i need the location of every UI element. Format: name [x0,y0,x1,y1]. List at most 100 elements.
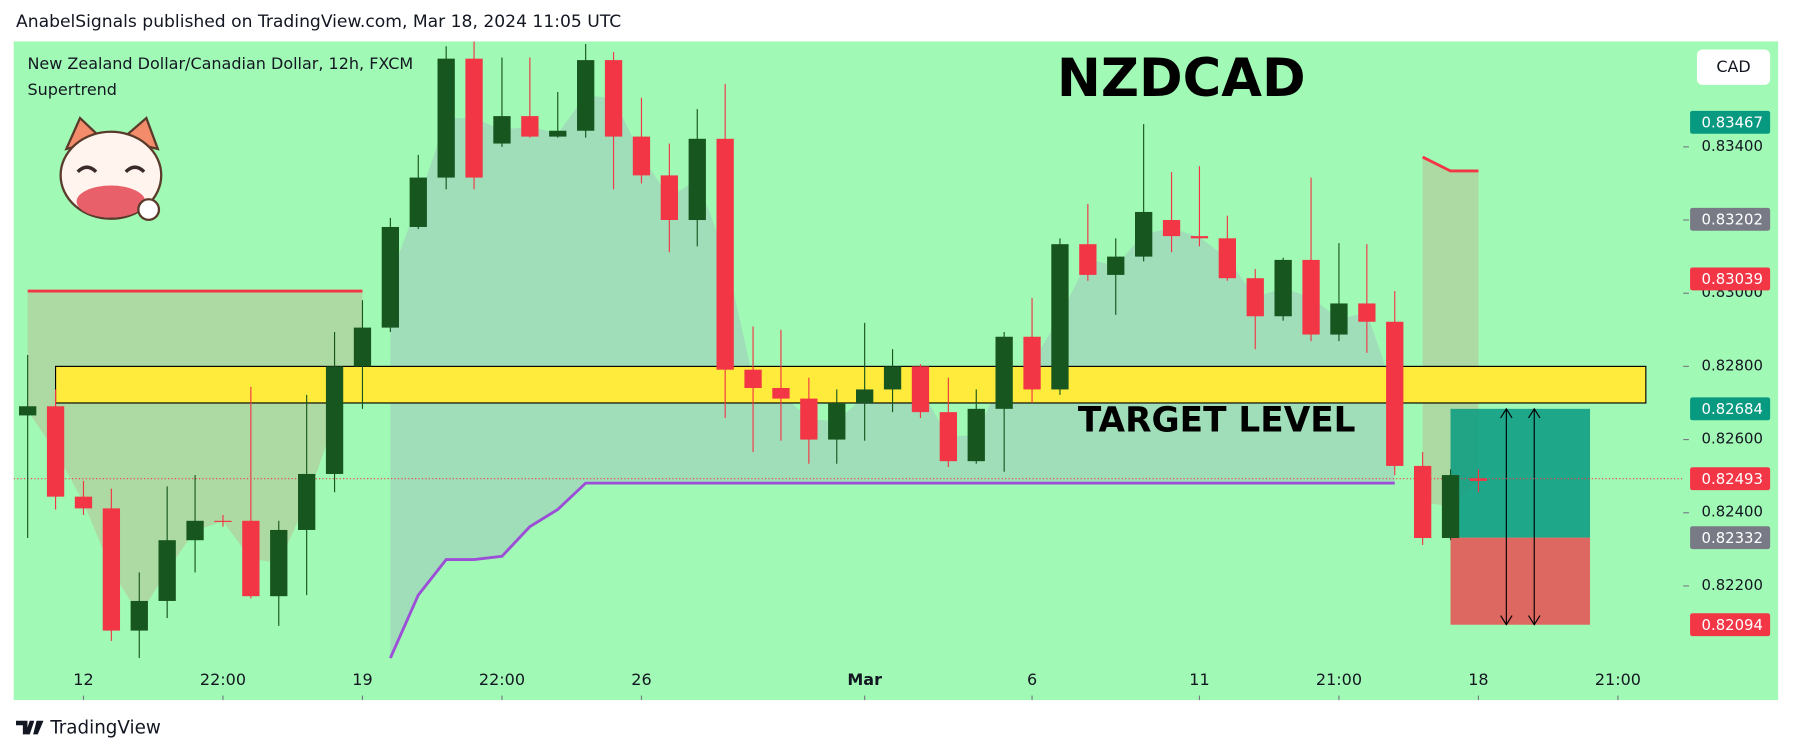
y-tick-label: 0.82600 [1702,430,1763,448]
candle-body [19,406,37,416]
candle-body [465,58,483,178]
candle-body [967,408,985,462]
candle-body [1107,256,1125,275]
supertrend-line [27,155,1479,293]
x-tick-label: 21:00 [1595,670,1641,689]
price-label: 0.83467 [1702,113,1763,131]
footer: TradingView [16,718,161,739]
candle-body [604,60,623,137]
supertrend-line [389,481,1395,659]
candle-body [911,366,930,413]
candle-body [856,389,874,403]
x-tick-label: 12 [73,670,93,689]
arrow-head [1500,407,1513,626]
candle-body [1386,321,1404,466]
price-label: 0.82332 [1702,529,1763,547]
candle-body [1135,211,1153,257]
candle-body [828,402,846,440]
y-tick-label: 0.82800 [1702,356,1763,374]
price-label-box [1690,110,1771,134]
symbol-label: New Zealand Dollar/Canadian Dollar, 12h,… [27,54,413,73]
candle-body [1469,478,1488,481]
candle-body [409,177,427,227]
candle-body [744,369,762,388]
x-tick-label: 26 [631,670,651,689]
price-label-box [1690,267,1771,291]
candle-body [298,473,316,530]
price-label: 0.82094 [1702,616,1763,634]
price-label: 0.83202 [1702,210,1763,228]
candle-body [381,226,400,328]
x-tick-label: 18 [1468,670,1488,689]
candle-body [1051,244,1069,390]
x-tick-label: 19 [352,670,372,689]
candle-body [1218,238,1236,279]
candle-body [716,138,734,370]
candle-body [1302,259,1320,335]
x-tick-label: 6 [1027,670,1037,689]
candle-body [688,138,706,221]
indicator-label: Supertrend [27,80,117,99]
candle-body [800,398,818,440]
byline: AnabelSignals published on TradingView.c… [16,12,621,32]
candle-body [883,366,902,390]
price-label: 0.82684 [1702,400,1763,418]
candle-body [74,496,93,509]
arrow-head [1528,407,1541,626]
candle-body [270,529,288,597]
overlay: New Zealand Dollar/Canadian Dollar, 12h,… [27,48,1771,221]
candle-body [1246,278,1264,317]
position-loss [1450,537,1591,625]
brand-logo [16,720,44,735]
currency-button[interactable] [1696,49,1771,85]
candle-body [242,520,260,597]
price-label-box [1690,467,1771,491]
price-label-box [1690,397,1771,421]
candle-body [1330,303,1348,335]
y-tick-label: 0.82200 [1702,576,1763,594]
x-tick-label: 22:00 [479,670,525,689]
chart-title: NZDCAD [1057,48,1306,109]
candle-body [1079,244,1097,275]
price-label-box [1690,526,1771,550]
x-tick-label: 22:00 [200,670,246,689]
y-tick-label: 0.82400 [1702,503,1763,521]
candle-body [1274,259,1292,317]
candle-body [130,600,148,631]
candle-body [1023,336,1041,390]
currency-label: CAD [1716,57,1750,76]
plot-area: TARGET LEVEL [13,41,1684,659]
candle-body [1358,303,1376,322]
y-tick-label: 0.83400 [1702,137,1763,155]
candle-body [493,116,511,144]
candle-body [214,520,232,522]
brand-name: TradingView [49,718,161,739]
target-zone [54,365,1647,404]
avatar [59,116,163,221]
price-label-box [1690,613,1771,637]
candle-body [353,327,372,367]
x-tick-label: 11 [1189,670,1209,689]
candle-body [660,175,679,221]
candle-body [1162,220,1181,237]
candle-body [1413,465,1432,539]
candle-body [772,387,790,399]
candle-body [102,508,121,631]
candle-body [995,336,1013,409]
price-label: 0.82493 [1702,470,1763,488]
price-label: 0.83039 [1702,270,1763,288]
candle-body [1190,236,1209,239]
candle-body [1441,475,1460,539]
target-label: TARGET LEVEL [1078,401,1356,441]
candle-body [549,130,567,137]
candle-body [939,412,958,462]
x-tick-label: 21:00 [1316,670,1362,689]
candle-body [325,366,344,474]
candle-body [521,116,539,137]
x-tick-label: Mar [847,670,882,689]
candle-body [577,60,595,131]
candle-body [632,136,651,176]
candle-body [158,540,176,601]
